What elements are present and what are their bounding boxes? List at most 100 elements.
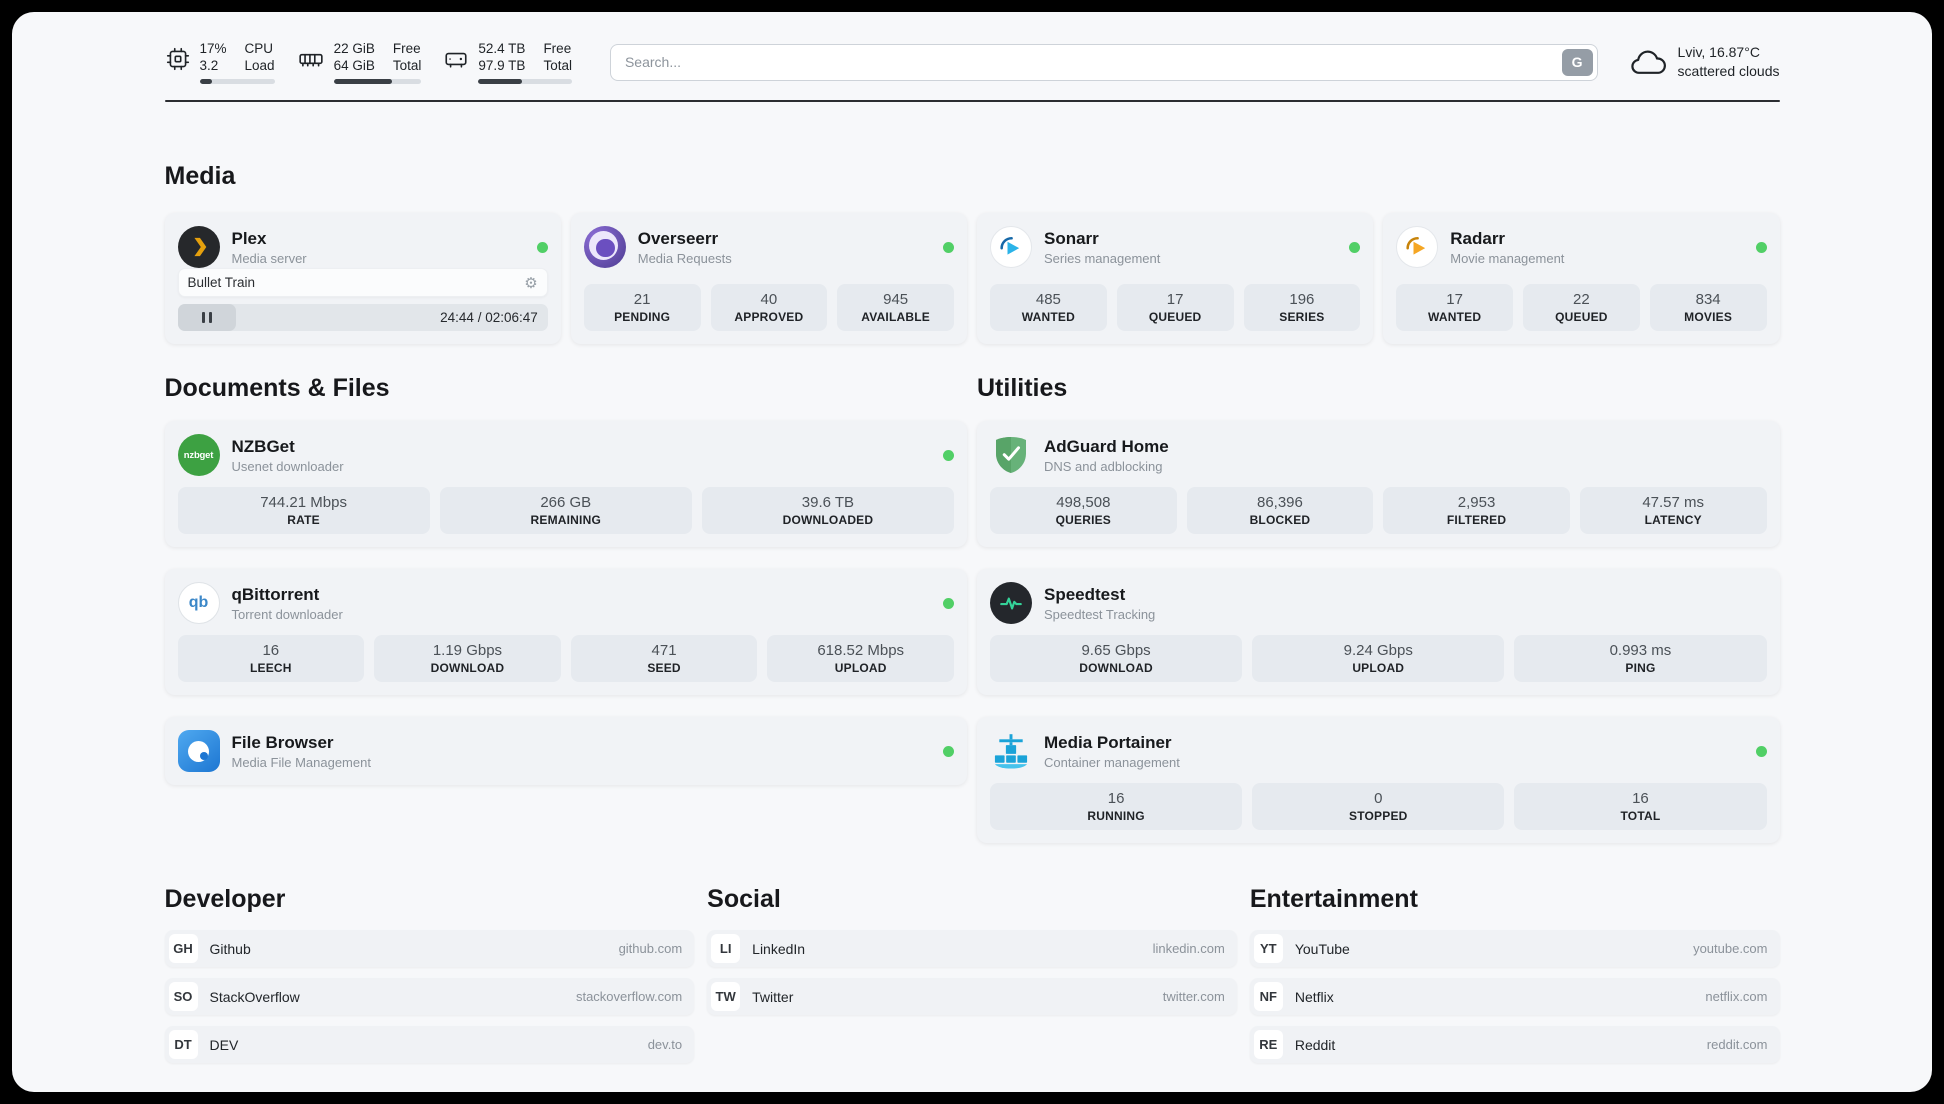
link-row-github[interactable]: GH Github github.com: [164, 930, 695, 967]
stat-box: 22 QUEUED: [1523, 284, 1640, 331]
link-url: linkedin.com: [1152, 941, 1225, 956]
app-name: AdGuard Home: [1044, 436, 1169, 456]
top-bar: 17% 3.2 CPU Load: [165, 12, 1780, 84]
stat-box: 16 RUNNING: [990, 783, 1243, 830]
stat-label: DOWNLOADED: [782, 513, 874, 527]
stat-value: 498,508: [1056, 494, 1111, 511]
cpu-usage: 17%: [199, 41, 227, 56]
stat-box: 1.19 Gbps DOWNLOAD: [374, 635, 561, 682]
overseerr-card[interactable]: Overseerr Media Requests 21 PENDING 40 A…: [570, 213, 967, 344]
ram-free: 22 GiB: [333, 41, 375, 56]
status-dot: [943, 745, 954, 757]
ram-icon: [298, 53, 323, 67]
stat-value: 744.21 Mbps: [260, 494, 347, 511]
stat-label: DOWNLOAD: [430, 661, 505, 675]
stat-label: RATE: [287, 513, 320, 527]
stat-label: APPROVED: [734, 310, 804, 324]
section-title-developer: Developer: [164, 885, 286, 913]
link-abbr: DT: [168, 1030, 198, 1059]
stat-value: 39.6 TB: [801, 494, 855, 511]
stats-row: 16 RUNNING 0 STOPPED 16 TOTAL: [990, 783, 1767, 830]
stat-box: 196 SERIES: [1243, 284, 1361, 331]
adguard-card[interactable]: AdGuard Home DNS and adblocking 498,508 …: [977, 421, 1780, 547]
section-title-social: Social: [707, 885, 781, 913]
stats-row: 498,508 QUERIES 86,396 BLOCKED 2,953 FIL…: [990, 487, 1767, 534]
plex-card[interactable]: Plex Media server Bullet Train ⚙ 24:44 /…: [164, 213, 561, 344]
status-dot: [536, 241, 548, 253]
portainer-icon: [990, 730, 1032, 772]
link-row-twitter[interactable]: TW Twitter twitter.com: [707, 978, 1237, 1015]
app-subtitle: Container management: [1044, 754, 1180, 770]
stat-box: 834 MOVIES: [1649, 284, 1767, 331]
stat-box: 21 PENDING: [583, 284, 701, 331]
stat-box: 17 WANTED: [1396, 284, 1513, 331]
dashboard-page: 17% 3.2 CPU Load: [12, 12, 1932, 1092]
gear-icon[interactable]: ⚙: [524, 273, 538, 292]
link-abbr: LI: [711, 934, 741, 963]
overseerr-icon: [583, 226, 626, 268]
stat-value: 17: [1166, 291, 1184, 308]
stat-box: 9.65 Gbps DOWNLOAD: [990, 635, 1243, 682]
cpu-label-1: CPU: [244, 41, 274, 56]
link-name: Twitter: [752, 988, 794, 1005]
stat-value: 16: [1107, 790, 1125, 807]
filebrowser-card[interactable]: File Browser Media File Management: [164, 717, 967, 785]
radarr-card[interactable]: Radarr Movie management 17 WANTED 22 QUE…: [1383, 213, 1780, 344]
link-row-reddit[interactable]: RE Reddit reddit.com: [1249, 1026, 1780, 1063]
stat-value: 22: [1573, 291, 1590, 308]
link-row-dev[interactable]: DT DEV dev.to: [164, 1026, 695, 1063]
link-row-netflix[interactable]: NF Netflix netflix.com: [1249, 978, 1780, 1015]
link-row-youtube[interactable]: YT YouTube youtube.com: [1249, 930, 1780, 967]
link-name: Github: [209, 940, 251, 957]
weather-condition: scattered clouds: [1677, 63, 1780, 79]
speedtest-card[interactable]: Speedtest Speedtest Tracking 9.65 Gbps D…: [977, 569, 1780, 695]
cpu-label-2: Load: [244, 58, 275, 73]
plex-icon: [177, 226, 220, 268]
disk-label-1: Free: [543, 41, 572, 56]
qbittorrent-card[interactable]: qb qBittorrent Torrent downloader 16 LEE…: [164, 569, 967, 695]
ram-progress-bar: [333, 79, 422, 84]
disk-free: 52.4 TB: [478, 41, 526, 56]
stats-row: 17 WANTED 22 QUEUED 834 MOVIES: [1396, 284, 1767, 331]
ram-label-2: Total: [392, 58, 422, 73]
link-row-stackoverflow[interactable]: SO StackOverflow stackoverflow.com: [164, 978, 695, 1015]
adguard-icon: [990, 434, 1032, 476]
stat-value: 40: [760, 291, 778, 308]
stat-box: 86,396 BLOCKED: [1186, 487, 1374, 534]
stat-label: WANTED: [1021, 310, 1075, 324]
status-dot: [1755, 745, 1767, 757]
now-playing-title: Bullet Train: [187, 275, 256, 290]
stat-label: TOTAL: [1620, 809, 1661, 823]
stat-label: RUNNING: [1087, 809, 1145, 823]
search-engine-button[interactable]: G: [1561, 48, 1593, 76]
disk-widget: 52.4 TB 97.9 TB Free Total: [443, 40, 572, 84]
utilities-column: Utilities AdGuard Home: [977, 374, 1780, 843]
stats-row: 9.65 Gbps DOWNLOAD 9.24 Gbps UPLOAD 0.99…: [990, 635, 1767, 682]
stat-label: DOWNLOAD: [1079, 661, 1153, 675]
link-url: youtube.com: [1693, 941, 1768, 956]
stat-box: 266 GB REMAINING: [439, 487, 692, 534]
search-input[interactable]: [609, 43, 1598, 81]
filebrowser-icon: [177, 730, 220, 772]
stat-value: 618.52 Mbps: [817, 642, 905, 659]
stat-box: 39.6 TB DOWNLOADED: [701, 487, 955, 534]
nzbget-icon: nzbget: [177, 434, 220, 476]
nzbget-card[interactable]: nzbget NZBGet Usenet downloader 744.21 M…: [164, 421, 967, 547]
stat-value: 16: [262, 642, 280, 659]
pause-button[interactable]: [177, 304, 236, 331]
stat-label: QUEUED: [1148, 310, 1202, 324]
link-row-linkedin[interactable]: LI LinkedIn linkedin.com: [707, 930, 1237, 967]
stat-label: LATENCY: [1644, 513, 1702, 527]
stat-label: QUERIES: [1055, 513, 1112, 527]
sonarr-card[interactable]: Sonarr Series management 485 WANTED 17 Q…: [977, 213, 1374, 344]
status-dot: [943, 241, 954, 253]
stat-box: 9.24 Gbps UPLOAD: [1252, 635, 1505, 682]
portainer-card[interactable]: Media Portainer Container management 16 …: [977, 717, 1780, 843]
stat-value: 16: [1632, 790, 1649, 807]
social-column: Social LI LinkedIn linkedin.com TW Twitt…: [707, 885, 1237, 1074]
stats-row: 744.21 Mbps RATE 266 GB REMAINING 39.6 T…: [177, 487, 955, 534]
seek-bar[interactable]: 24:44 / 02:06:47: [177, 304, 548, 331]
stat-box: 618.52 Mbps UPLOAD: [767, 635, 954, 682]
section-title-documents: Documents & Files: [164, 374, 390, 402]
stat-box: 945 AVAILABLE: [837, 284, 954, 331]
